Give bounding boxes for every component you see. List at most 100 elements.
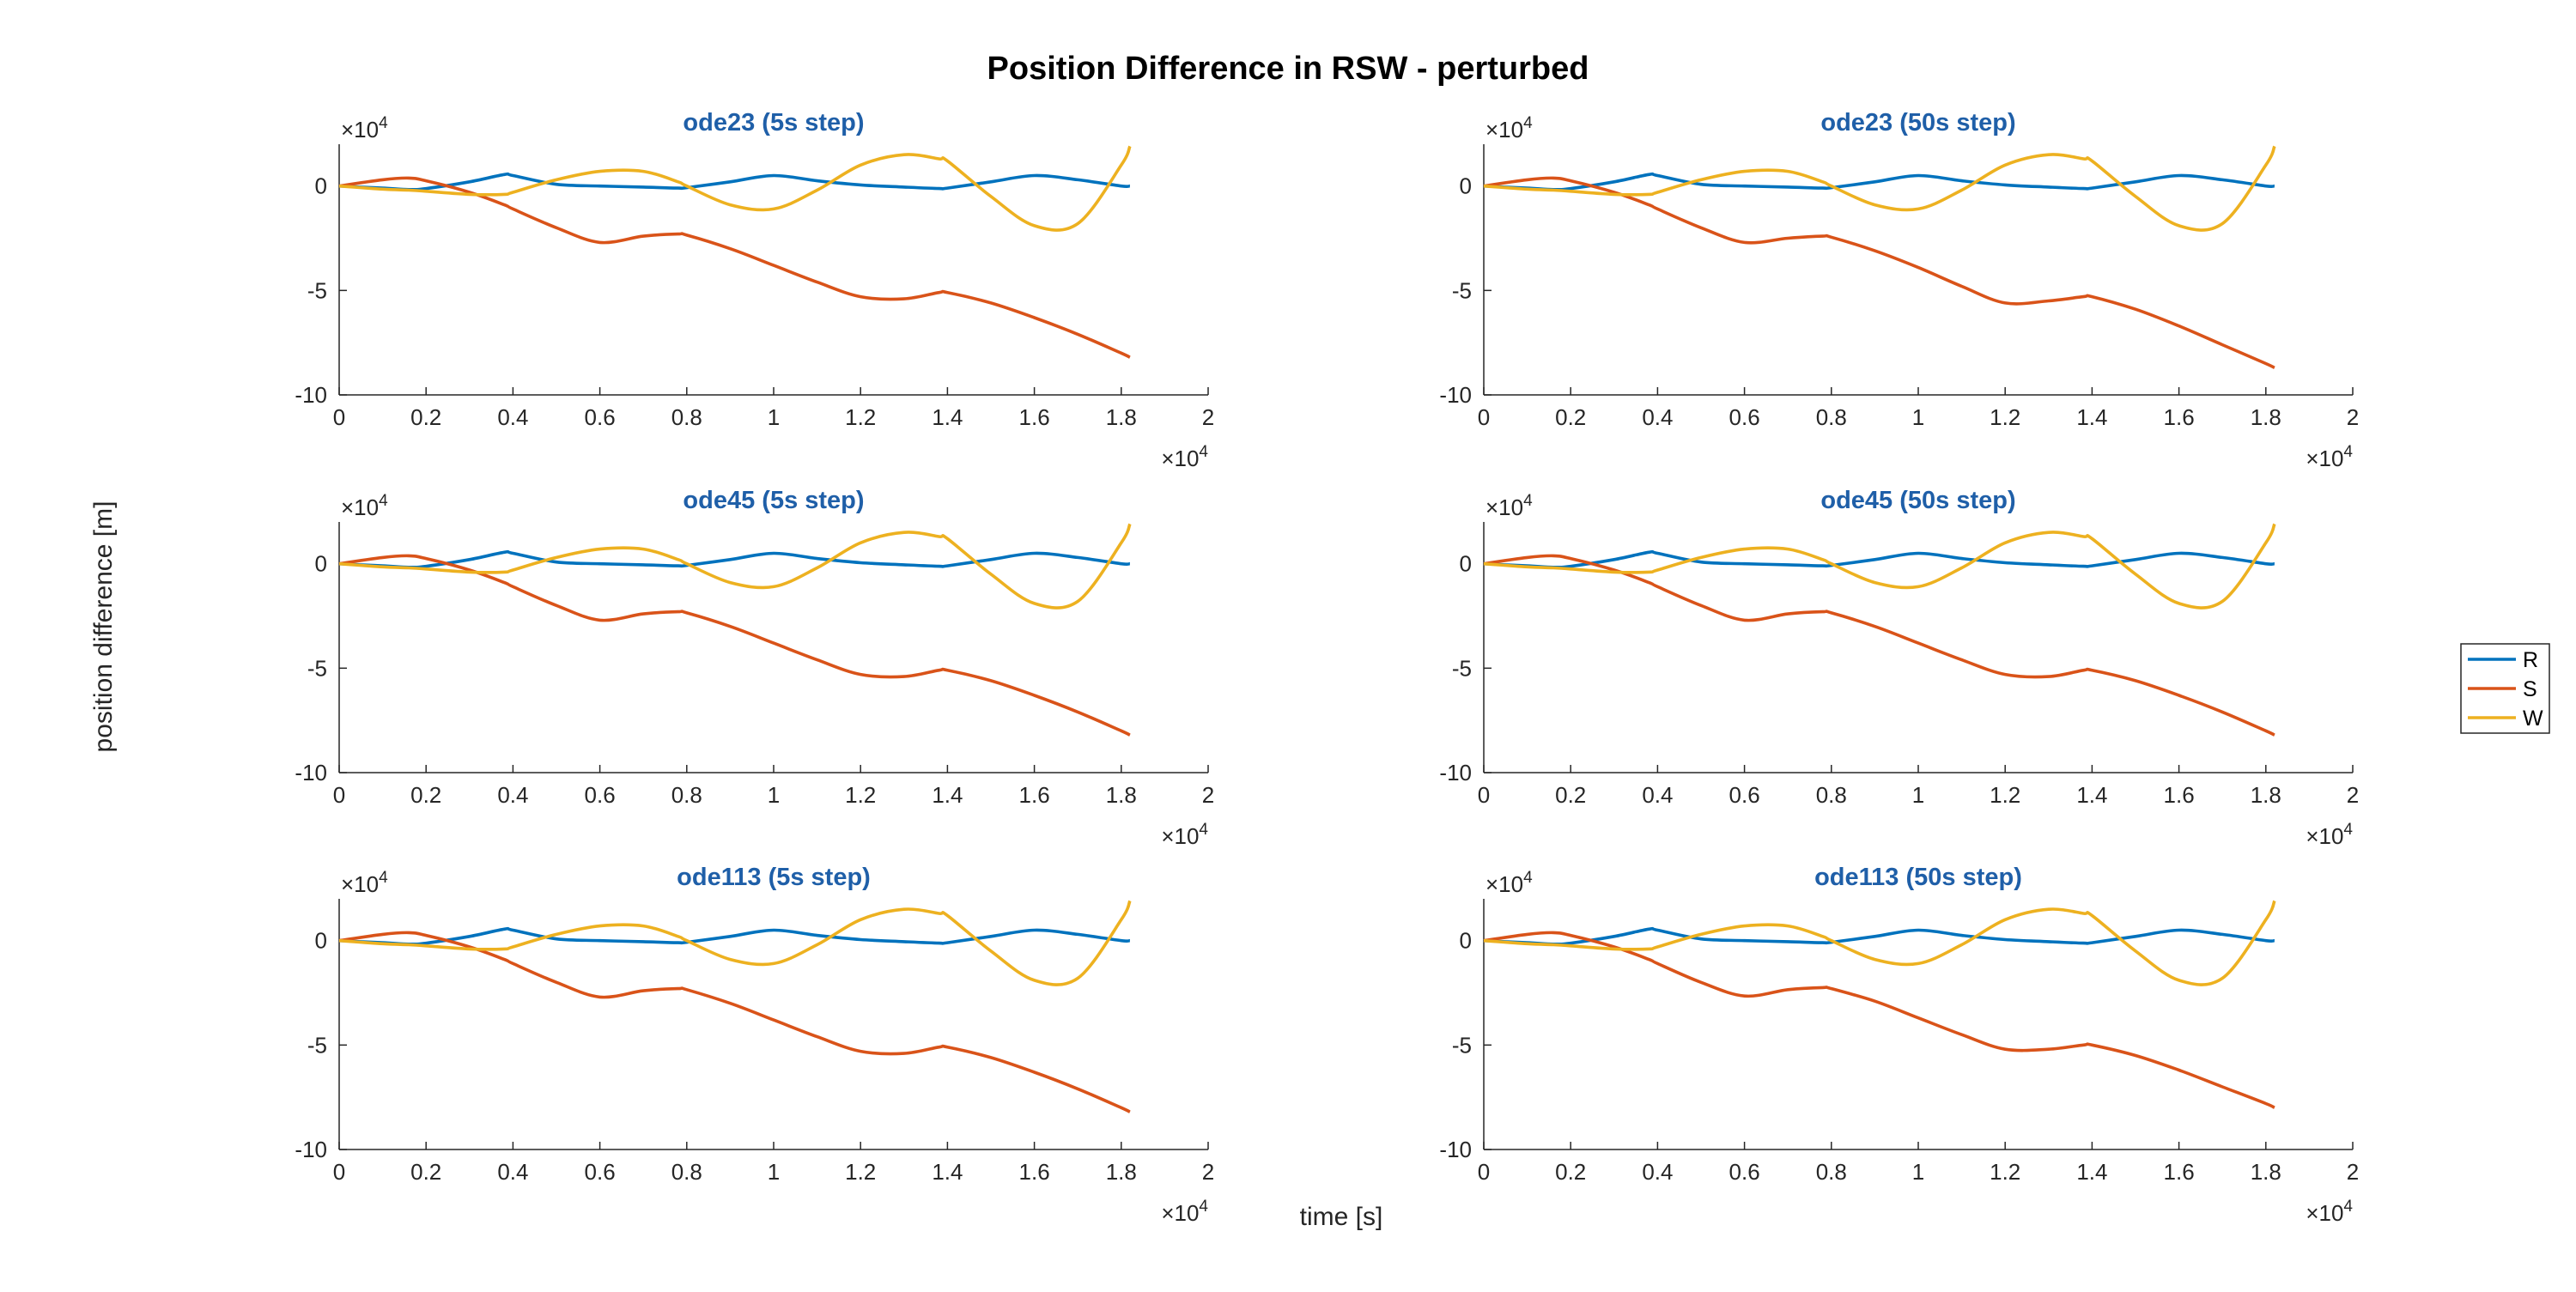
legend-label-R: R [2523, 648, 2538, 672]
x-tick-label: 1.4 [2076, 1159, 2107, 1185]
y-tick-label: -5 [307, 277, 327, 303]
subplot-title: ode23 (5s step) [683, 109, 864, 136]
y-tick-label: 0 [1460, 173, 1472, 199]
series-line-W [1483, 145, 2276, 232]
x-tick-label: 1 [768, 782, 780, 808]
y-tick-label: -10 [295, 1137, 327, 1162]
y-tick-label: -5 [1452, 1032, 1472, 1058]
series-line-R [1483, 926, 2275, 946]
series-line-S [338, 931, 1131, 1113]
x-tick-label: 0.8 [1816, 1159, 1847, 1185]
x-tick-label: 1.4 [932, 404, 963, 430]
legend: RSW [2460, 643, 2550, 734]
x-tick-label: 1.6 [2164, 1159, 2195, 1185]
x-tick-label: 0.4 [497, 782, 528, 808]
y-exponent-label: ×104 [1485, 492, 1533, 520]
subplot-title: ode113 (5s step) [677, 864, 871, 891]
series-line-R [1483, 549, 2275, 569]
y-tick-label: -10 [1439, 760, 1472, 786]
y-exponent-label: ×104 [1485, 869, 1533, 897]
x-tick-label: 0.2 [1555, 1159, 1586, 1185]
x-exponent-label: ×104 [1161, 1198, 1208, 1226]
x-tick-label: 1.6 [1019, 782, 1050, 808]
y-exponent-label: ×104 [341, 869, 388, 897]
y-tick-label: 0 [315, 928, 327, 954]
series-line-W [338, 145, 1132, 232]
x-tick-label: 0.6 [1729, 404, 1760, 430]
series-line-R [338, 926, 1131, 946]
x-tick-label: 0 [333, 782, 345, 808]
x-exponent-label: ×104 [1161, 821, 1208, 849]
x-tick-label: 0.2 [410, 1159, 441, 1185]
x-tick-label: 1 [768, 1159, 780, 1185]
x-tick-label: 2 [2347, 404, 2359, 430]
y-exponent-label: ×104 [1485, 114, 1533, 143]
x-tick-label: 0.2 [410, 782, 441, 808]
figure-title: Position Difference in RSW - perturbed [987, 51, 1589, 87]
x-tick-label: 0 [1478, 782, 1490, 808]
subplot-title: ode45 (5s step) [683, 487, 864, 514]
series-line-R [338, 172, 1131, 191]
x-tick-label: 1.2 [1990, 782, 2020, 808]
subplot-6: 0 0.2 0.4 0.6 0.8 1 1.2 1.4 1.6 1.8 2 0 -5 -10 ×104 ×10… [1439, 864, 2359, 1226]
x-tick-label: 0 [1478, 1159, 1490, 1185]
x-tick-label: 2 [1202, 404, 1214, 430]
x-tick-label: 0 [1478, 404, 1490, 430]
legend-label-W: W [2523, 707, 2543, 731]
x-tick-label: 1.6 [1019, 404, 1050, 430]
x-tick-label: 0.8 [671, 1159, 702, 1185]
x-tick-label: 1 [768, 404, 780, 430]
x-tick-label: 1.4 [2076, 782, 2107, 808]
subplot-3: 0 0.2 0.4 0.6 0.8 1 1.2 1.4 1.6 1.8 2 0 -5 -10 ×104 ×10… [295, 487, 1214, 849]
x-tick-label: 1.6 [2164, 782, 2195, 808]
x-tick-label: 0 [333, 1159, 345, 1185]
x-tick-label: 1.8 [2251, 1159, 2281, 1185]
x-tick-label: 0.8 [671, 782, 702, 808]
series-line-S [1483, 554, 2275, 737]
x-tick-label: 1.8 [1106, 404, 1137, 430]
x-exponent-label: ×104 [2306, 821, 2353, 849]
series-line-R [338, 549, 1131, 569]
x-exponent-label: ×104 [1161, 443, 1208, 471]
legend-label-S: S [2523, 677, 2537, 701]
y-tick-label: 0 [315, 551, 327, 577]
subplot-5: 0 0.2 0.4 0.6 0.8 1 1.2 1.4 1.6 1.8 2 0 -5 -10 ×104 ×10… [295, 864, 1214, 1226]
y-tick-label: -10 [295, 760, 327, 786]
x-tick-label: 0.2 [1555, 404, 1586, 430]
y-tick-label: -5 [307, 655, 327, 681]
subplot-1: 0 0.2 0.4 0.6 0.8 1 1.2 1.4 1.6 1.8 2 0 -5 -10 ×104 ×10… [295, 109, 1214, 471]
x-tick-label: 0.2 [410, 404, 441, 430]
x-tick-label: 1.8 [2251, 404, 2281, 430]
y-tick-label: -10 [1439, 382, 1472, 408]
x-tick-label: 1.2 [845, 404, 876, 430]
subplot-title: ode113 (50s step) [1814, 864, 2022, 891]
x-tick-label: 1 [1912, 404, 1924, 430]
x-tick-label: 1.8 [1106, 782, 1137, 808]
x-tick-label: 0.4 [497, 1159, 528, 1185]
x-tick-label: 2 [2347, 1159, 2359, 1185]
series-line-W [338, 523, 1132, 610]
x-tick-label: 1.2 [1990, 1159, 2020, 1185]
x-tick-label: 0.6 [1729, 782, 1760, 808]
x-tick-label: 0.6 [1729, 1159, 1760, 1185]
y-tick-label: 0 [1460, 551, 1472, 577]
x-tick-label: 1.4 [932, 782, 963, 808]
x-exponent-label: ×104 [2306, 1198, 2353, 1226]
x-tick-label: 0 [333, 404, 345, 430]
x-tick-label: 0.4 [1642, 1159, 1673, 1185]
x-tick-label: 2 [1202, 1159, 1214, 1185]
y-tick-label: -5 [1452, 655, 1472, 681]
series-line-W [338, 900, 1132, 986]
x-tick-label: 0.4 [497, 404, 528, 430]
y-tick-label: 0 [1460, 928, 1472, 954]
x-tick-label: 1 [1912, 782, 1924, 808]
x-tick-label: 1 [1912, 1159, 1924, 1185]
x-exponent-label: ×104 [2306, 443, 2353, 471]
x-tick-label: 0.6 [585, 782, 616, 808]
y-exponent-label: ×104 [341, 114, 388, 143]
x-tick-label: 0.4 [1642, 404, 1673, 430]
x-tick-label: 1.8 [1106, 1159, 1137, 1185]
x-tick-label: 0.6 [585, 1159, 616, 1185]
x-tick-label: 0.6 [585, 404, 616, 430]
